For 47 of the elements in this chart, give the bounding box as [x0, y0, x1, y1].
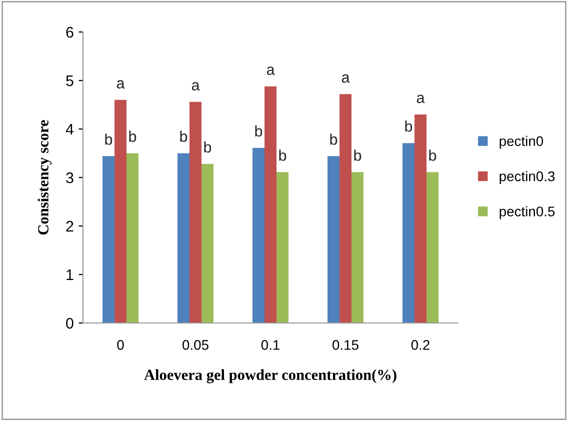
bar: [352, 172, 364, 323]
bar: [178, 153, 190, 323]
x-tick-label: 0.1: [261, 340, 280, 350]
annotation: a: [416, 94, 425, 104]
annotation: b: [180, 130, 188, 142]
bar: [264, 86, 276, 323]
bar: [114, 100, 126, 323]
annotation: b: [129, 130, 136, 142]
annotation: b: [204, 141, 212, 153]
bar: [414, 114, 426, 323]
bar: [190, 102, 202, 323]
y-tick-label: 2: [66, 220, 74, 232]
annotation: b: [354, 150, 362, 161]
y-tick-label: 4: [66, 124, 74, 135]
bar: [276, 172, 288, 323]
annotation: a: [192, 82, 200, 90]
x-tick-label: 0.2: [411, 340, 430, 350]
annotation: b: [405, 120, 412, 132]
x-tick-label: 0: [117, 340, 124, 350]
y-tick-label: 3: [66, 172, 74, 184]
annotation: a: [116, 80, 125, 89]
bar: [202, 164, 214, 323]
annotation: b: [330, 134, 338, 145]
bar: [426, 172, 438, 323]
x-tick-label: 0.05: [182, 340, 208, 350]
legend-label: pectin0: [500, 136, 544, 149]
bar: [126, 153, 138, 323]
x-axis-title: Aloevera gel powder concentration(%): [144, 369, 396, 384]
annotation: a: [266, 66, 275, 75]
annotation: b: [279, 150, 286, 161]
bar: [252, 148, 264, 323]
legend-label: pectin0.3: [500, 171, 555, 184]
bar: [402, 143, 414, 323]
y-tick-label: 0: [66, 318, 74, 329]
y-tick-label: 5: [66, 76, 74, 86]
bar: [340, 94, 352, 323]
y-tick-label: 1: [66, 270, 74, 280]
annotation: b: [255, 125, 262, 137]
bar: [328, 156, 340, 323]
y-tick-label: 6: [66, 26, 74, 38]
annotation: b: [429, 150, 436, 161]
y-axis-title: Consistency score: [38, 120, 52, 235]
legend-label: pectin0.5: [500, 206, 555, 220]
annotation: b: [105, 134, 112, 145]
annotation: a: [342, 74, 350, 83]
x-tick-label: 0.15: [332, 340, 358, 350]
bar: [102, 156, 114, 323]
